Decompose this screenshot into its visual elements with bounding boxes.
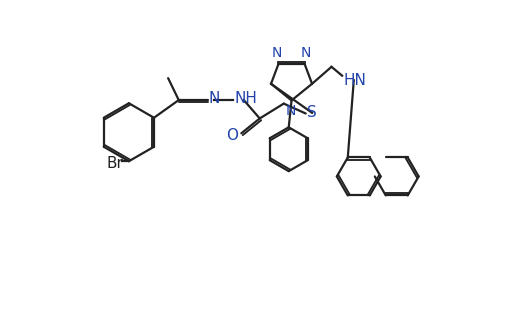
Text: N: N [285, 104, 295, 118]
Text: N: N [271, 46, 282, 61]
Text: HN: HN [343, 73, 366, 88]
Text: S: S [306, 105, 316, 120]
Text: N: N [209, 91, 220, 106]
Text: NH: NH [234, 91, 257, 106]
Text: O: O [226, 127, 238, 143]
Text: N: N [300, 46, 311, 61]
Text: Br: Br [107, 155, 123, 171]
